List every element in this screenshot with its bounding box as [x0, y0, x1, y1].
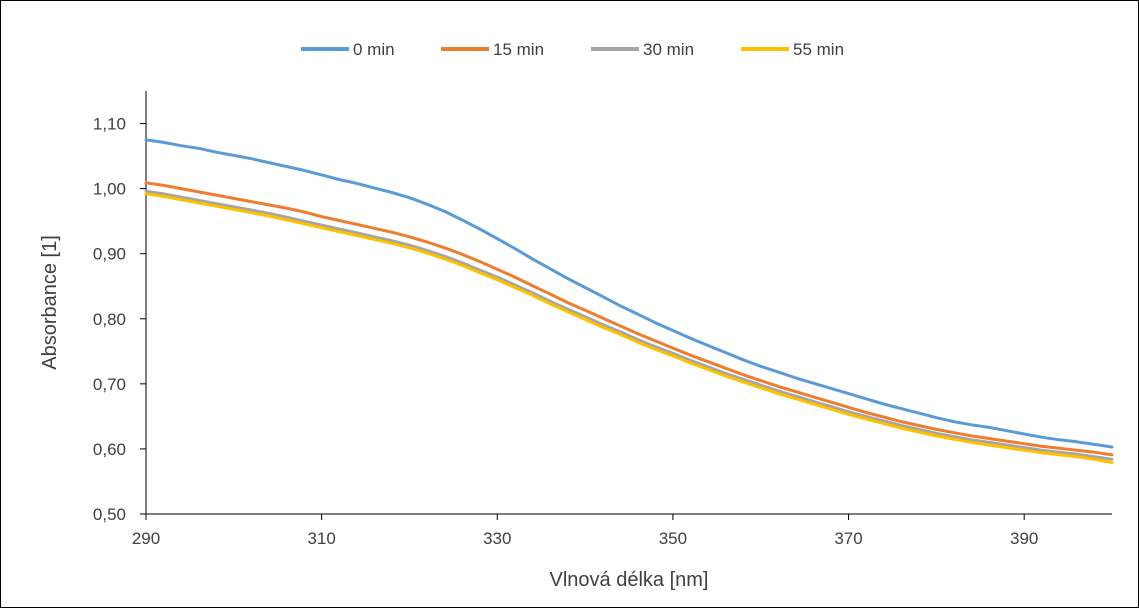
series-line-15-min — [144, 181, 1114, 457]
series-lines — [144, 138, 1114, 465]
legend-label: 15 min — [493, 40, 544, 59]
legend-label: 55 min — [793, 40, 844, 59]
y-axis-ticks: 0,50 0,60 0,70 0,80 0,90 1,00 1,10 — [93, 115, 146, 524]
x-tick-label: 290 — [132, 529, 160, 548]
y-tick-label: 1,10 — [93, 115, 126, 134]
legend: 0 min 15 min 30 min 55 min — [301, 40, 844, 59]
x-tick-label: 370 — [834, 529, 862, 548]
y-tick-label: 0,50 — [93, 505, 126, 524]
y-tick-label: 0,90 — [93, 245, 126, 264]
legend-label: 0 min — [353, 40, 395, 59]
y-axis-title: Absorbance [1] — [39, 235, 61, 370]
y-tick-label: 0,80 — [93, 310, 126, 329]
x-tick-label: 350 — [659, 529, 687, 548]
x-tick-label: 330 — [483, 529, 511, 548]
series-line-30-min — [144, 189, 1114, 461]
y-tick-label: 0,60 — [93, 440, 126, 459]
x-tick-label: 390 — [1010, 529, 1038, 548]
legend-label: 30 min — [643, 40, 694, 59]
plot-area: 290 310 330 350 370 390 0,50 0,60 0,70 0,80 0,90 1… — [93, 91, 1114, 548]
series-line-55-min — [144, 192, 1114, 465]
x-axis-ticks: 290 310 330 350 370 390 — [132, 514, 1038, 548]
x-axis-title: Vlnová délka [nm] — [550, 569, 709, 591]
y-tick-label: 0,70 — [93, 375, 126, 394]
series-line-0-min — [144, 138, 1114, 449]
y-tick-label: 1,00 — [93, 180, 126, 199]
x-tick-label: 310 — [307, 529, 335, 548]
